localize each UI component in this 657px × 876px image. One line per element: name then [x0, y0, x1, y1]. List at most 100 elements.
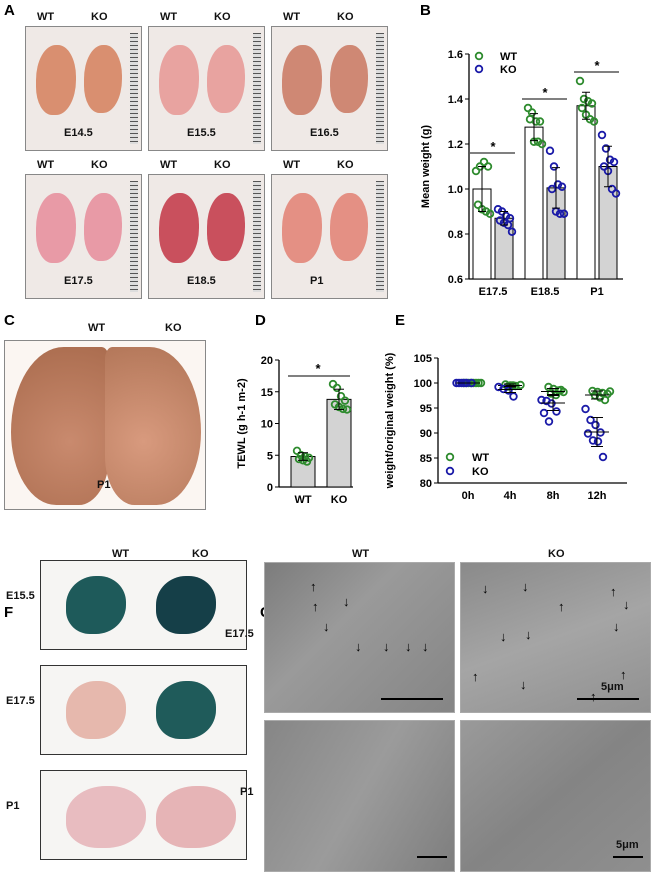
ruler — [376, 33, 384, 144]
g-row-label-e17-5: E17.5 — [225, 628, 254, 640]
scale-bar — [613, 856, 643, 858]
arrow-up-icon: ↑ — [610, 584, 617, 599]
sem-wt-p1 — [264, 720, 455, 872]
a-wt-label: WT — [37, 159, 55, 171]
arrow-down-icon: ↓ — [482, 581, 489, 596]
a-ko-label: KO — [214, 159, 231, 171]
significance-star: * — [594, 58, 600, 73]
data-point-ko — [545, 146, 555, 155]
data-point-ko — [539, 408, 549, 418]
scale-label: 5μm — [616, 839, 639, 851]
embryo-photo: P1 — [271, 174, 388, 299]
x-tick-label: WT — [294, 494, 311, 506]
arrow-down-icon: ↓ — [525, 627, 532, 642]
wt-skin — [11, 347, 109, 505]
a-stage-label: P1 — [310, 275, 324, 287]
f-wt-label: WT — [112, 548, 130, 560]
panel-label-e: E — [395, 312, 406, 329]
y-tick-label: 95 — [420, 403, 432, 415]
a-wt-label: WT — [160, 159, 178, 171]
arrow-down-icon: ↓ — [323, 619, 330, 634]
data-point-ko — [611, 189, 621, 198]
embryo-photo: E14.5 — [25, 26, 142, 151]
arrow-up-icon: ↑ — [558, 599, 565, 614]
data-point-wt — [485, 209, 495, 218]
c-stage-label: P1 — [97, 479, 111, 491]
wt-embryo — [159, 193, 199, 263]
x-tick-label: 0h — [462, 490, 475, 502]
data-point-ko — [581, 404, 590, 414]
data-point-ko — [555, 209, 565, 218]
sem-ko-p1: 5μm — [460, 720, 651, 872]
embryo-photo: E17.5 — [25, 174, 142, 299]
embryo-photo: E18.5 — [148, 174, 265, 299]
data-point — [338, 404, 348, 414]
data-point-ko — [586, 415, 595, 425]
panel-label-c: C — [4, 312, 15, 329]
data-point-ko — [552, 407, 561, 416]
data-point-ko — [597, 130, 607, 140]
arrow-down-icon: ↓ — [355, 639, 362, 654]
panel-label-a: A — [4, 2, 15, 19]
data-point-wt — [600, 395, 610, 405]
y-tick-label: 10 — [261, 419, 273, 431]
wt-embryo — [282, 193, 322, 263]
embryo-photo: E15.5 — [148, 26, 265, 151]
ruler — [130, 33, 138, 144]
sem-ko-e17-5: 5μm — [460, 562, 651, 713]
legend-marker-wt — [445, 452, 455, 462]
stained-embryo-photo — [40, 560, 247, 650]
bar-wt-E18.5 — [524, 126, 544, 280]
data-point — [340, 396, 350, 405]
ko-embryo — [156, 681, 216, 739]
arrow-down-icon: ↓ — [522, 579, 529, 594]
data-point-ko — [583, 429, 593, 438]
wt-embryo — [66, 786, 146, 848]
legend-label-wt: WT — [500, 51, 517, 63]
data-point-ko — [593, 437, 603, 446]
legend-marker-ko — [474, 64, 484, 74]
ko-embryo — [207, 193, 245, 261]
significance-star: * — [542, 85, 548, 100]
arrow-up-icon: ↑ — [590, 689, 597, 704]
legend-label-ko: KO — [500, 64, 517, 76]
f-ko-label: KO — [192, 548, 209, 560]
y-tick-label: 85 — [420, 453, 432, 465]
y-tick-label: 0.6 — [448, 274, 463, 286]
legend-label-ko: KO — [472, 466, 489, 478]
sem-wt-e17-5 — [264, 562, 455, 713]
arrow-down-icon: ↓ — [500, 629, 507, 644]
y-tick-label: 0.8 — [448, 229, 463, 241]
data-point-wt — [556, 385, 566, 395]
stained-embryo-photo — [40, 665, 247, 755]
data-point-wt — [575, 76, 585, 86]
scale-bar — [381, 698, 443, 700]
arrow-up-icon: ↑ — [310, 579, 317, 594]
data-point — [294, 454, 304, 464]
data-point-ko — [509, 392, 518, 401]
y-tick-label: 1.4 — [448, 94, 464, 106]
data-point-ko — [544, 417, 554, 426]
bar-ko — [326, 398, 352, 488]
ko-embryo — [330, 45, 368, 113]
y-tick-label: 1.6 — [448, 49, 463, 61]
ko-embryo — [156, 576, 216, 634]
wt-embryo — [159, 45, 199, 115]
scale-label: 5μm — [601, 681, 624, 693]
wt-embryo — [36, 193, 76, 263]
legend-label-wt: WT — [472, 452, 489, 464]
ko-embryo — [84, 45, 122, 113]
a-ko-label: KO — [91, 159, 108, 171]
y-tick-label: 15 — [261, 387, 273, 399]
data-point-wt — [577, 103, 587, 113]
a-ko-label: KO — [91, 11, 108, 23]
ko-embryo — [207, 45, 245, 113]
a-stage-label: E15.5 — [187, 127, 216, 139]
arrow-up-icon: ↑ — [620, 667, 627, 682]
data-point-ko — [588, 436, 598, 445]
a-stage-label: E16.5 — [310, 127, 339, 139]
ko-embryo — [84, 193, 122, 261]
y-axis-title: weight/original weight (%) — [384, 352, 396, 489]
y-tick-label: 5 — [267, 450, 273, 462]
